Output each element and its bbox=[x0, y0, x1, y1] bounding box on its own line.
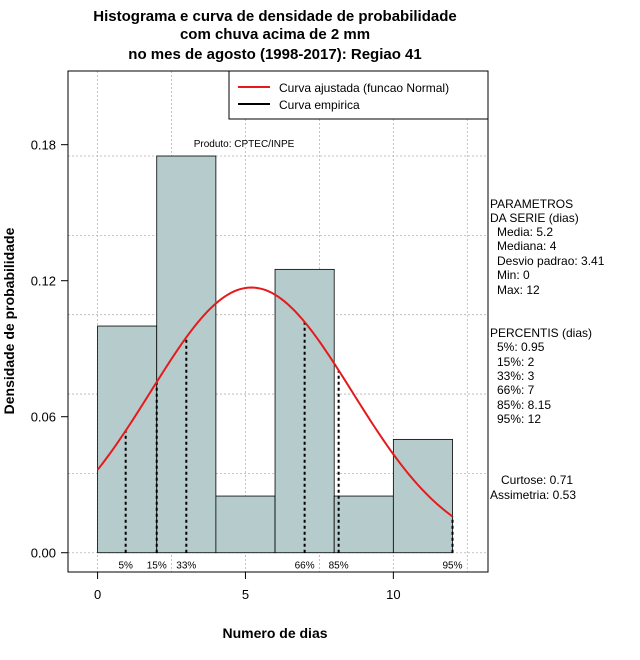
percentile-label-4: 85% bbox=[329, 561, 349, 572]
percentile-labels: 5% 15% 33% 66% 85% 95% bbox=[118, 561, 462, 572]
param-desvio: Desvio padrao: 3.41 bbox=[497, 254, 605, 268]
percentil-5: 5%: 0.95 bbox=[497, 340, 545, 354]
chart-title-line-2: com chuva acima de 2 mm bbox=[180, 26, 370, 43]
histogram-bar-4 bbox=[333, 495, 394, 554]
legend-curve-label: Curva ajustada (funcao Normal) bbox=[279, 81, 449, 95]
percentil-95: 95%: 12 bbox=[497, 412, 541, 426]
percentile-label-2: 33% bbox=[176, 561, 196, 572]
legend: Curva ajustada (funcao Normal) Curva emp… bbox=[228, 70, 489, 120]
y-tick-label-3: 0.18 bbox=[31, 138, 56, 153]
histogram-bar-0 bbox=[97, 325, 158, 554]
axes: 0 5 10 0.00 0.06 0.12 0.18 bbox=[31, 138, 401, 602]
side-panel: PARAMETROS DA SERIE (dias) Media: 5.2 Me… bbox=[490, 197, 605, 502]
percentile-label-0: 5% bbox=[118, 561, 133, 572]
fitted-normal-curve bbox=[96, 286, 454, 518]
legend-empirical-label: Curva empirica bbox=[279, 98, 360, 112]
percentile-label-1: 15% bbox=[147, 561, 167, 572]
legend-box bbox=[228, 70, 489, 120]
histogram-bar-3 bbox=[274, 268, 335, 554]
x-tick-label-1: 5 bbox=[242, 587, 249, 602]
y-tick-label-1: 0.06 bbox=[31, 410, 56, 425]
chart-title-line-1: Histograma e curva de densidade de proba… bbox=[93, 8, 456, 25]
percentile-lines bbox=[124, 322, 454, 553]
y-tick-label-2: 0.12 bbox=[31, 274, 56, 289]
percentile-label-5: 95% bbox=[442, 561, 462, 572]
percentis-title: PERCENTIS (dias) bbox=[490, 326, 592, 340]
x-tick-label-0: 0 bbox=[94, 587, 101, 602]
y-tick-label-0: 0.00 bbox=[31, 546, 56, 561]
percentile-label-3: 66% bbox=[295, 561, 315, 572]
percentil-33: 33%: 3 bbox=[497, 369, 535, 383]
product-annotation: Produto: CPTEC/INPE bbox=[194, 139, 295, 150]
percentil-15: 15%: 2 bbox=[497, 355, 535, 369]
params-title-2: DA SERIE (dias) bbox=[490, 211, 579, 225]
param-mediana: Mediana: 4 bbox=[497, 239, 557, 253]
histogram-bar-2 bbox=[215, 495, 276, 554]
fitted-curve bbox=[96, 286, 454, 518]
percentil-66: 66%: 7 bbox=[497, 383, 535, 397]
params-title-1: PARAMETROS bbox=[490, 197, 573, 211]
curtose: Curtose: 0.71 bbox=[501, 473, 573, 487]
x-axis-label: Numero de dias bbox=[222, 625, 327, 641]
percentil-85: 85%: 8.15 bbox=[497, 398, 551, 412]
chart-title-line-3: no mes de agosto (1998-2017): Regiao 41 bbox=[128, 46, 421, 63]
x-tick-label-2: 10 bbox=[386, 587, 400, 602]
param-media: Media: 5.2 bbox=[497, 225, 553, 239]
y-axis-label: Densidade de probabilidade bbox=[1, 227, 17, 414]
histogram-bar-5 bbox=[392, 438, 453, 554]
param-min: Min: 0 bbox=[497, 268, 530, 282]
histogram-bars bbox=[97, 155, 453, 554]
param-max: Max: 12 bbox=[497, 283, 540, 297]
assimetria: Assimetria: 0.53 bbox=[490, 488, 576, 502]
